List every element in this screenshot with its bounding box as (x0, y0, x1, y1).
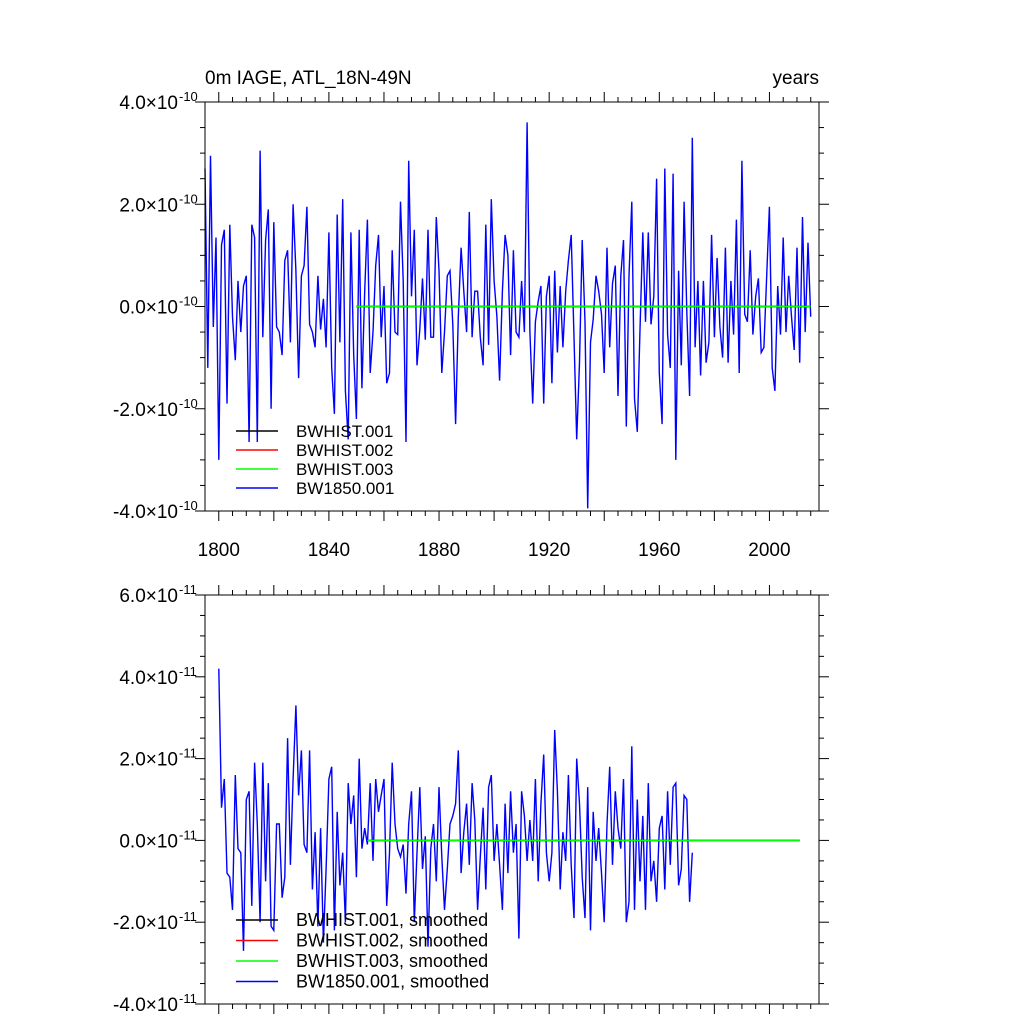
chart-title: 0m IAGE, ATL_18N-49N (205, 68, 412, 89)
y-tick-exponent: -10 (179, 191, 198, 206)
y-tick-label: 6.0×10 (119, 586, 178, 607)
y-tick-label: -2.0×10 (113, 913, 178, 934)
y-tick-exponent: -11 (179, 746, 197, 761)
legend-label: BWHIST.003 (296, 460, 393, 479)
x-tick-label: 1880 (418, 540, 460, 561)
y-tick-exponent: -10 (179, 294, 198, 309)
x-tick-label: 1840 (308, 540, 350, 561)
x-tick-label: 2000 (748, 540, 790, 561)
y-tick-exponent: -11 (179, 664, 197, 679)
y-tick-exponent: -10 (179, 396, 198, 411)
y-tick-exponent: -11 (179, 827, 197, 842)
y-tick-label: -4.0×10 (113, 502, 178, 523)
series-line-bw1850-001-smoothed (218, 668, 693, 951)
y-tick-label: 4.0×10 (119, 93, 178, 114)
legend-label: BW1850.001, smoothed (296, 972, 489, 992)
y-tick-label: 2.0×10 (119, 195, 178, 216)
y-tick-exponent: -11 (179, 909, 197, 924)
x-tick-label: 1920 (528, 540, 570, 561)
legend-label: BWHIST.002 (296, 441, 393, 460)
legend-label: BWHIST.002, smoothed (296, 931, 488, 951)
y-tick-label: -2.0×10 (113, 400, 178, 421)
y-tick-exponent: -10 (179, 89, 198, 104)
y-tick-exponent: -10 (179, 498, 198, 513)
legend-label: BWHIST.003, smoothed (296, 951, 488, 971)
chart-panel-2: 6.0×10 -114.0×10 -112.0×10 -110.0×10 -11-2.0… (113, 582, 829, 1016)
legend-label: BW1850.001 (296, 479, 394, 498)
y-tick-exponent: -11 (179, 582, 197, 597)
y-tick-label: 0.0×10 (119, 298, 178, 319)
legend-label: BWHIST.001, smoothed (296, 910, 488, 930)
legend-label: BWHIST.001 (296, 422, 393, 441)
chart-panel-1: 0m IAGE, ATL_18N-49N years 1800 1840 1880 192… (113, 68, 829, 561)
y-tick-label: 4.0×10 (119, 668, 178, 689)
x-tick-label: 1800 (198, 540, 240, 561)
y-tick-label: 0.0×10 (119, 831, 178, 852)
x-tick-label: 1960 (638, 540, 680, 561)
y-tick-label: 2.0×10 (119, 750, 178, 771)
chart-units-label: years (773, 68, 819, 89)
y-tick-exponent: -11 (179, 991, 197, 1006)
y-tick-label: -4.0×10 (113, 995, 178, 1016)
